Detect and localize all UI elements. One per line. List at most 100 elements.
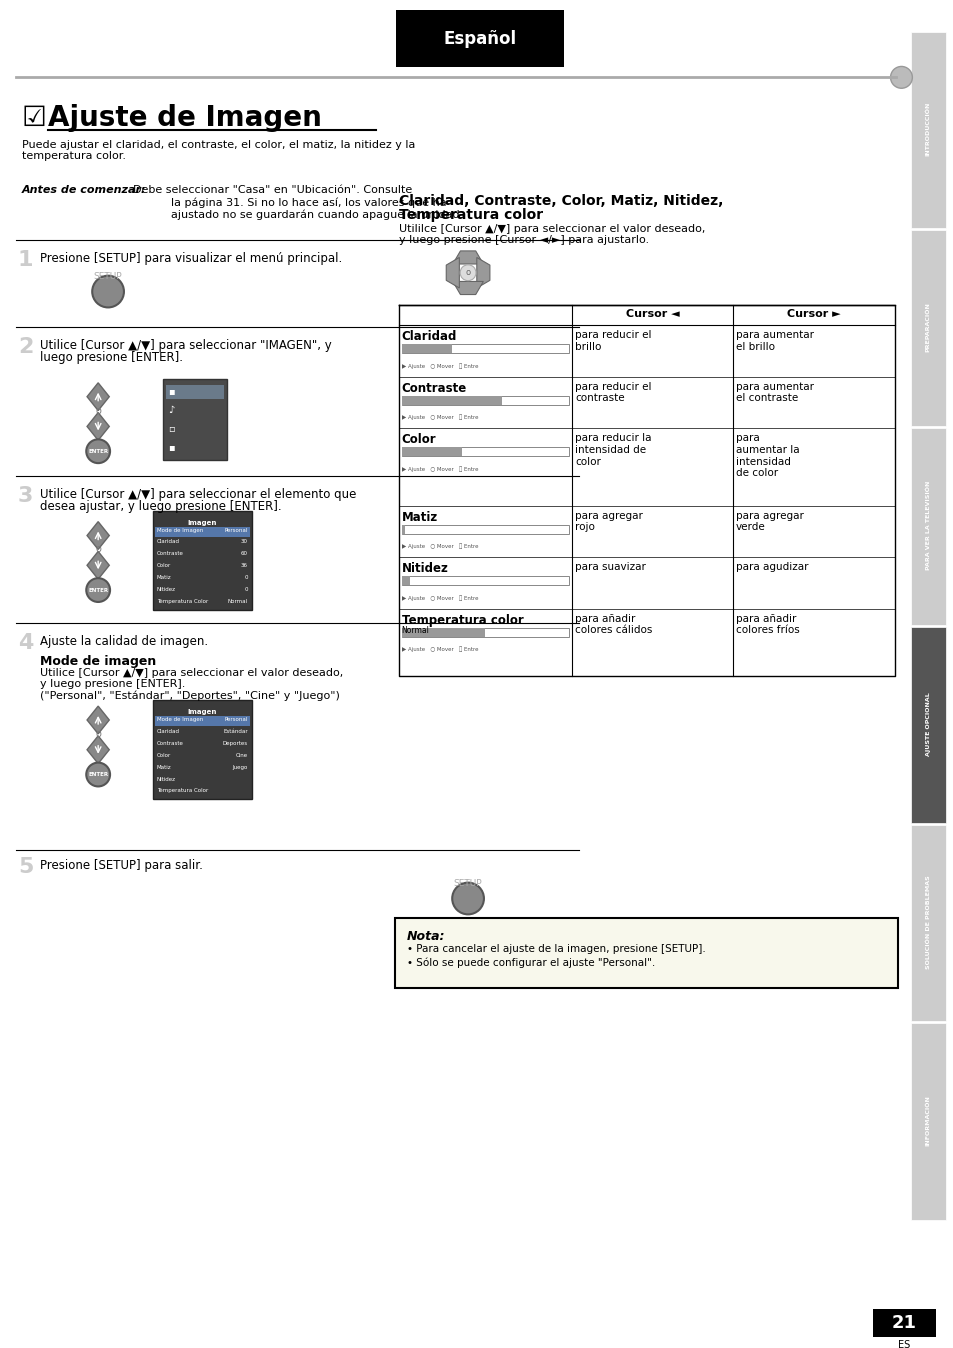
Text: Personal: Personal [224, 527, 248, 532]
Text: Cursor ◄: Cursor ◄ [625, 310, 679, 319]
Text: para agudizar: para agudizar [735, 562, 807, 573]
FancyBboxPatch shape [401, 448, 461, 456]
FancyBboxPatch shape [401, 576, 410, 585]
Text: ENTER: ENTER [88, 772, 108, 776]
Text: Nitidez: Nitidez [156, 776, 175, 782]
Text: ▶ Ajuste   ○ Mover   ⬜ Entre: ▶ Ajuste ○ Mover ⬜ Entre [401, 543, 477, 549]
Text: Temperatura Color: Temperatura Color [156, 789, 208, 794]
Text: Imagen: Imagen [188, 709, 216, 714]
Text: para
aumentar la
intensidad
de color: para aumentar la intensidad de color [735, 434, 799, 479]
FancyBboxPatch shape [154, 527, 250, 537]
Text: Utililce [Cursor ▲/▼] para seleccionar el valor deseado,: Utililce [Cursor ▲/▼] para seleccionar e… [398, 224, 704, 235]
FancyBboxPatch shape [154, 562, 250, 572]
Text: Claridad: Claridad [156, 539, 179, 545]
Text: Mode de Imagen: Mode de Imagen [156, 717, 203, 723]
Text: y luego presione [Cursor ◄/►] para ajustarlo.: y luego presione [Cursor ◄/►] para ajust… [398, 235, 648, 245]
Text: Nitidez: Nitidez [156, 588, 175, 592]
Text: para añadir
colores cálidos: para añadir colores cálidos [575, 613, 652, 635]
Text: ♪: ♪ [169, 404, 174, 415]
Text: Español: Español [443, 30, 516, 47]
Text: Normal: Normal [401, 625, 429, 635]
Text: PREPARACIÓN: PREPARACIÓN [924, 302, 930, 352]
FancyBboxPatch shape [401, 576, 569, 585]
FancyBboxPatch shape [162, 379, 227, 460]
Polygon shape [87, 736, 110, 763]
Text: • Para cancelar el ajuste de la imagen, presione [SETUP].: • Para cancelar el ajuste de la imagen, … [406, 944, 704, 954]
FancyBboxPatch shape [401, 448, 569, 456]
Text: Juego: Juego [233, 764, 248, 770]
FancyBboxPatch shape [401, 344, 569, 353]
Text: Claridad, Contraste, Color, Matiz, Nitidez,: Claridad, Contraste, Color, Matiz, Nitid… [398, 194, 722, 209]
Text: Normal: Normal [228, 599, 248, 604]
Circle shape [92, 276, 124, 307]
Text: ajustado no se guardarán cuando apague la unidad.: ajustado no se guardarán cuando apague l… [171, 209, 462, 220]
Text: Contraste: Contraste [156, 551, 183, 557]
Text: para aumentar
el contraste: para aumentar el contraste [735, 381, 813, 403]
FancyBboxPatch shape [152, 700, 252, 799]
Text: ▶ Ajuste   ○ Mover   ⬜ Entre: ▶ Ajuste ○ Mover ⬜ Entre [401, 363, 477, 368]
Text: luego presione [ENTER].: luego presione [ENTER]. [40, 350, 182, 364]
Text: Deportes: Deportes [223, 741, 248, 745]
Text: 0: 0 [244, 588, 248, 592]
Text: Personal: Personal [224, 717, 248, 723]
Text: la página 31. Si no lo hace así, los valores que ha: la página 31. Si no lo hace así, los val… [171, 197, 446, 208]
Text: desea ajustar, y luego presione [ENTER].: desea ajustar, y luego presione [ENTER]. [40, 500, 281, 512]
FancyBboxPatch shape [166, 403, 224, 418]
Text: Matiz: Matiz [156, 764, 172, 770]
Text: o: o [465, 268, 470, 278]
Text: Debe seleccionar "Casa" en "Ubicación". Consulte: Debe seleccionar "Casa" en "Ubicación". … [132, 186, 412, 195]
Text: 2: 2 [18, 337, 33, 357]
Text: o: o [95, 406, 101, 415]
Circle shape [86, 763, 110, 786]
Text: Mode de Imagen: Mode de Imagen [156, 527, 203, 532]
FancyBboxPatch shape [166, 441, 224, 456]
Text: AJUSTE OPCIONAL: AJUSTE OPCIONAL [924, 692, 930, 756]
FancyBboxPatch shape [154, 740, 250, 749]
Text: Ajuste de Imagen: Ajuste de Imagen [48, 104, 321, 132]
Text: Temperatura color: Temperatura color [401, 613, 523, 627]
Text: SOLUCIÓN DE PROBLEMAS: SOLUCIÓN DE PROBLEMAS [924, 875, 930, 969]
Text: 60: 60 [241, 551, 248, 557]
Text: Claridad: Claridad [401, 330, 456, 344]
FancyBboxPatch shape [401, 524, 569, 534]
Text: PARA VER LA TELEVISIÓN: PARA VER LA TELEVISIÓN [924, 481, 930, 570]
FancyBboxPatch shape [910, 231, 945, 426]
Circle shape [452, 883, 483, 914]
FancyBboxPatch shape [154, 599, 250, 608]
Text: Color: Color [156, 752, 171, 758]
Text: Temperatura Color: Temperatura Color [156, 599, 208, 604]
FancyBboxPatch shape [401, 344, 452, 353]
Text: para añadir
colores fríos: para añadir colores fríos [735, 613, 799, 635]
Text: 30: 30 [241, 539, 248, 545]
Text: Utilice [Cursor ▲/▼] para seleccionar el valor deseado,: Utilice [Cursor ▲/▼] para seleccionar el… [40, 669, 342, 678]
FancyBboxPatch shape [154, 787, 250, 798]
Text: 21: 21 [891, 1314, 916, 1332]
Text: Ajuste la calidad de imagen.: Ajuste la calidad de imagen. [40, 635, 208, 647]
Text: para aumentar
el brillo: para aumentar el brillo [735, 330, 813, 352]
FancyBboxPatch shape [395, 918, 898, 988]
FancyBboxPatch shape [154, 586, 250, 596]
Text: 36: 36 [241, 563, 248, 569]
FancyBboxPatch shape [154, 752, 250, 762]
FancyBboxPatch shape [910, 32, 945, 228]
Text: ENTER: ENTER [88, 588, 108, 593]
Text: ENTER: ENTER [88, 449, 108, 454]
Text: Puede ajustar el claridad, el contraste, el color, el matiz, la nitidez y la
tem: Puede ajustar el claridad, el contraste,… [22, 140, 415, 162]
Text: ("Personal", "Estándar", "Deportes", "Cine" y "Juego"): ("Personal", "Estándar", "Deportes", "Ci… [40, 690, 339, 701]
Text: Matiz: Matiz [401, 511, 437, 524]
Text: Claridad: Claridad [156, 729, 179, 733]
Polygon shape [453, 282, 483, 295]
Text: SETUP: SETUP [454, 879, 482, 888]
Text: Estándar: Estándar [223, 729, 248, 733]
Text: para suavizar: para suavizar [575, 562, 645, 573]
Text: ES: ES [898, 1340, 909, 1348]
Text: • Sólo se puede configurar el ajuste "Personal".: • Sólo se puede configurar el ajuste "Pe… [406, 957, 654, 968]
Text: Utilice [Cursor ▲/▼] para seleccionar "IMAGEN", y: Utilice [Cursor ▲/▼] para seleccionar "I… [40, 340, 331, 352]
FancyBboxPatch shape [154, 728, 250, 737]
FancyBboxPatch shape [872, 1309, 935, 1337]
Text: para reducir el
contraste: para reducir el contraste [575, 381, 651, 403]
FancyBboxPatch shape [401, 628, 485, 636]
FancyBboxPatch shape [154, 763, 250, 774]
Text: ▪: ▪ [169, 442, 175, 453]
Text: INFORMACIÓN: INFORMACIÓN [924, 1095, 930, 1146]
